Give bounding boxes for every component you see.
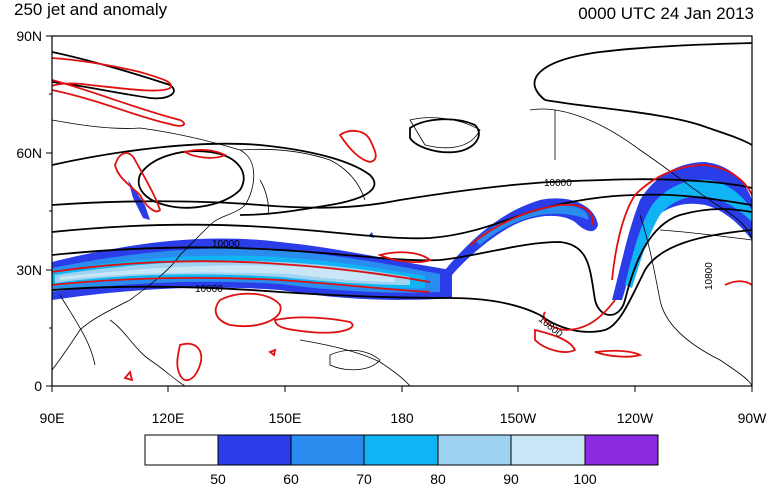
jet-pacific-east-core — [475, 205, 589, 245]
colorbar-label-60: 60 — [283, 471, 299, 487]
lon-tick-90e: 90E — [40, 410, 65, 426]
chart-title: 250 jet and anomaly — [14, 0, 168, 19]
contour-arctic-low — [409, 118, 480, 154]
anomaly-contours — [52, 57, 752, 382]
colorbar-box-4 — [437, 434, 512, 466]
jet-pacific-east — [445, 198, 598, 275]
lon-tick-120w: 120W — [617, 410, 654, 426]
lat-tick-0: 0 — [34, 378, 42, 394]
height-contours — [52, 42, 752, 333]
jet-band-90 — [60, 265, 395, 282]
lon-tick-150w: 150W — [500, 410, 537, 426]
latitude-axis: 90N 60N 30N 0 — [16, 28, 52, 394]
lon-tick-150e: 150E — [269, 410, 302, 426]
longitude-axis: 90E 120E 150E 180 150W 120W 90W — [40, 386, 768, 426]
map-plot-area: 10000 10000 10000 10800 10800 — [52, 42, 752, 386]
contour-subtropical — [52, 229, 752, 333]
colorbar-label-90: 90 — [503, 471, 519, 487]
lon-tick-120e: 120E — [152, 410, 185, 426]
contour-main-2 — [52, 208, 752, 316]
contour-label-10000-na: 10000 — [544, 178, 572, 189]
colorbar-box-2 — [290, 434, 365, 466]
colorbar-label-80: 80 — [430, 471, 446, 487]
colorbar-label-100: 100 — [573, 471, 597, 487]
contour-label-10000-asia: 10000 — [212, 239, 240, 250]
lat-tick-30n: 30N — [16, 262, 42, 278]
lon-tick-180: 180 — [390, 410, 414, 426]
contour-polar-high — [533, 42, 752, 101]
contour-ural-low — [137, 150, 245, 209]
lat-tick-90n: 90N — [16, 28, 42, 44]
lat-tick-60n: 60N — [16, 145, 42, 161]
colorbar-box-3 — [363, 434, 439, 466]
colorbar-label-70: 70 — [356, 471, 372, 487]
contour-label-10000-west: 10000 — [195, 284, 223, 295]
contour-label-10800-gulf: 10800 — [704, 262, 715, 290]
contour-main-1 — [52, 193, 752, 240]
colorbar: 50 60 70 80 90 100 — [144, 434, 659, 487]
colorbar-label-50: 50 — [210, 471, 226, 487]
coastlines — [52, 108, 752, 386]
contour-north-pacific-2 — [52, 178, 752, 209]
contour-label-10800-pacific: 10800 — [536, 314, 565, 341]
valid-time: 0000 UTC 24 Jan 2013 — [578, 4, 754, 23]
colorbar-box-1 — [217, 434, 292, 466]
jet-shading — [52, 162, 752, 300]
colorbar-box-6 — [584, 434, 659, 466]
colorbar-box-0 — [144, 434, 219, 466]
jet-na-trough-core — [625, 179, 752, 288]
colorbar-box-5 — [510, 434, 586, 466]
lon-tick-90w: 90W — [738, 410, 768, 426]
